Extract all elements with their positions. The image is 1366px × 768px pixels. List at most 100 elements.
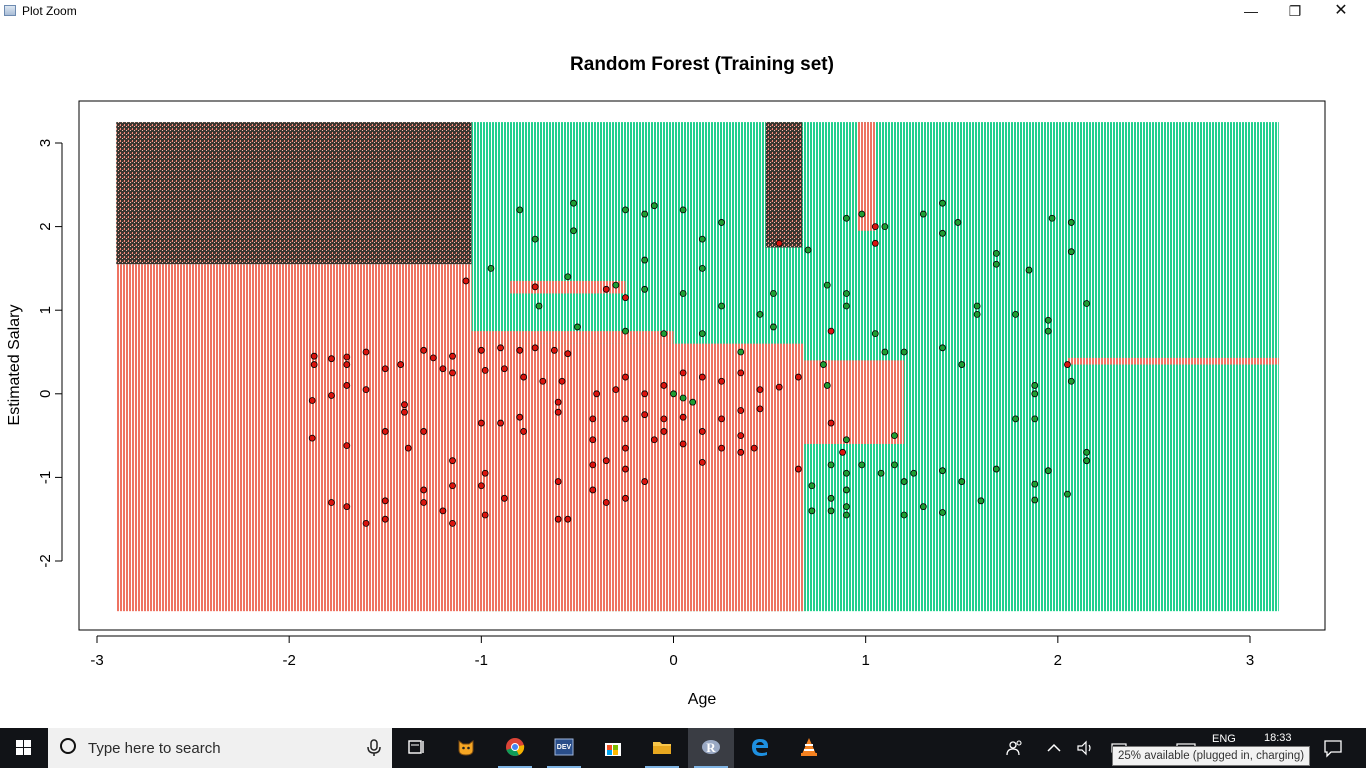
decision-region-6 [765, 122, 803, 248]
data-point-class0-31 [420, 428, 428, 435]
data-point-class0-79 [564, 515, 572, 523]
data-point-class1-57 [670, 390, 677, 398]
data-point-class1-0 [516, 206, 524, 214]
data-point-class1-25 [770, 323, 777, 331]
data-point-class0-5 [362, 348, 370, 356]
data-point-class1-36 [900, 348, 908, 356]
data-point-class1-30 [843, 302, 850, 310]
data-point-class0-103 [718, 377, 725, 385]
data-point-class1-81 [1012, 415, 1019, 423]
minimize-button[interactable]: — [1228, 0, 1274, 24]
volume-icon[interactable] [1076, 738, 1096, 758]
data-point-class0-63 [698, 458, 706, 466]
data-point-class1-17 [535, 302, 543, 310]
r-gui-app-button[interactable]: R [688, 728, 734, 768]
microphone-icon[interactable] [364, 738, 384, 758]
data-point-class1-10 [679, 206, 687, 214]
store-app-button[interactable] [590, 728, 636, 768]
data-point-class0-41 [589, 415, 597, 423]
data-point-class0-44 [660, 415, 668, 423]
data-point-class0-2 [328, 355, 335, 363]
data-point-class0-100 [660, 382, 668, 389]
x-tick-label: -2 [282, 652, 295, 669]
data-point-class0-18 [449, 369, 456, 377]
data-point-class1-61 [843, 486, 850, 494]
data-point-class1-92 [1083, 457, 1091, 465]
data-point-class0-47 [698, 428, 706, 435]
input-language-indicator[interactable]: ENG [1212, 733, 1236, 745]
chart-title: Random Forest (Training set) [570, 54, 834, 75]
x-tick-label: -3 [90, 652, 103, 669]
close-icon: ✕ [1334, 2, 1348, 19]
taskbar-clock[interactable]: 18:33 [1264, 732, 1292, 744]
action-center-icon[interactable] [1323, 738, 1343, 758]
data-point-class0-75 [481, 511, 489, 519]
data-point-class1-24 [756, 310, 764, 318]
data-point-class1-8 [641, 256, 649, 264]
data-point-class0-77 [554, 478, 562, 485]
data-point-class0-57 [589, 461, 597, 469]
data-point-class0-19 [439, 365, 447, 373]
data-point-class1-58 [827, 461, 835, 469]
chrome-icon [506, 738, 525, 756]
data-point-class0-89 [839, 448, 847, 456]
data-point-class1-27 [770, 290, 777, 297]
data-point-class1-65 [891, 461, 898, 469]
decision-region-9 [1067, 357, 1279, 365]
start-button[interactable] [0, 728, 48, 768]
data-point-class0-35 [343, 442, 351, 450]
decision-region-1 [116, 122, 472, 265]
data-point-class0-65 [737, 448, 745, 456]
data-point-class1-51 [1048, 214, 1056, 222]
data-point-class0-12 [477, 346, 485, 354]
show-hidden-icons-chevron-icon[interactable] [1044, 738, 1064, 758]
data-point-class1-15 [679, 290, 687, 297]
data-point-class1-42 [958, 361, 966, 368]
data-point-class1-13 [718, 219, 725, 226]
data-point-class0-83 [641, 478, 649, 485]
data-point-class1-37 [919, 210, 927, 218]
devcpp-app-button[interactable]: DEV [541, 728, 587, 768]
close-button[interactable]: ✕ [1318, 0, 1364, 24]
data-point-class0-50 [756, 405, 764, 413]
data-point-class1-86 [1031, 480, 1039, 488]
data-point-class0-102 [698, 373, 706, 381]
vlc-app-button[interactable] [786, 728, 832, 768]
data-point-class1-60 [843, 469, 850, 477]
restore-button[interactable]: ❐ [1272, 0, 1318, 24]
data-point-class1-62 [858, 461, 866, 469]
data-point-class0-14 [516, 346, 524, 354]
y-tick-label: 1 [37, 306, 54, 314]
taskbar-search-box[interactable]: Type here to search [48, 728, 392, 768]
data-point-class1-48 [1025, 266, 1033, 274]
data-point-class0-28 [362, 386, 370, 394]
data-point-class0-10 [449, 352, 456, 360]
chrome-app-button[interactable] [492, 728, 538, 768]
decision-region-5 [804, 360, 905, 444]
data-point-class0-30 [401, 408, 408, 416]
r-gui-icon: R [702, 740, 720, 755]
task-view-icon [408, 740, 424, 754]
minimize-icon: — [1244, 3, 1258, 19]
data-point-class1-82 [1031, 415, 1039, 423]
data-point-class0-95 [531, 283, 539, 291]
file-explorer-app-button[interactable] [639, 728, 685, 768]
data-point-class0-101 [679, 369, 687, 377]
people-icon[interactable] [1005, 738, 1025, 758]
data-point-class1-47 [1012, 310, 1019, 318]
data-point-class0-81 [602, 499, 610, 506]
task-view-button[interactable] [394, 728, 440, 768]
data-point-class0-71 [420, 499, 428, 506]
data-point-class0-13 [497, 344, 504, 352]
data-point-class0-94 [622, 294, 629, 302]
data-point-class1-11 [698, 264, 706, 272]
data-point-class0-106 [775, 383, 783, 391]
edge-app-button[interactable] [737, 728, 783, 768]
data-point-class0-32 [381, 428, 389, 435]
data-point-class0-15 [531, 344, 539, 352]
battery-tooltip: 25% available (plugged in, charging) [1112, 746, 1311, 766]
scratch-app-button[interactable] [443, 728, 489, 768]
data-point-class0-53 [449, 457, 456, 465]
data-point-class1-26 [804, 246, 812, 254]
data-point-class0-64 [718, 444, 725, 452]
